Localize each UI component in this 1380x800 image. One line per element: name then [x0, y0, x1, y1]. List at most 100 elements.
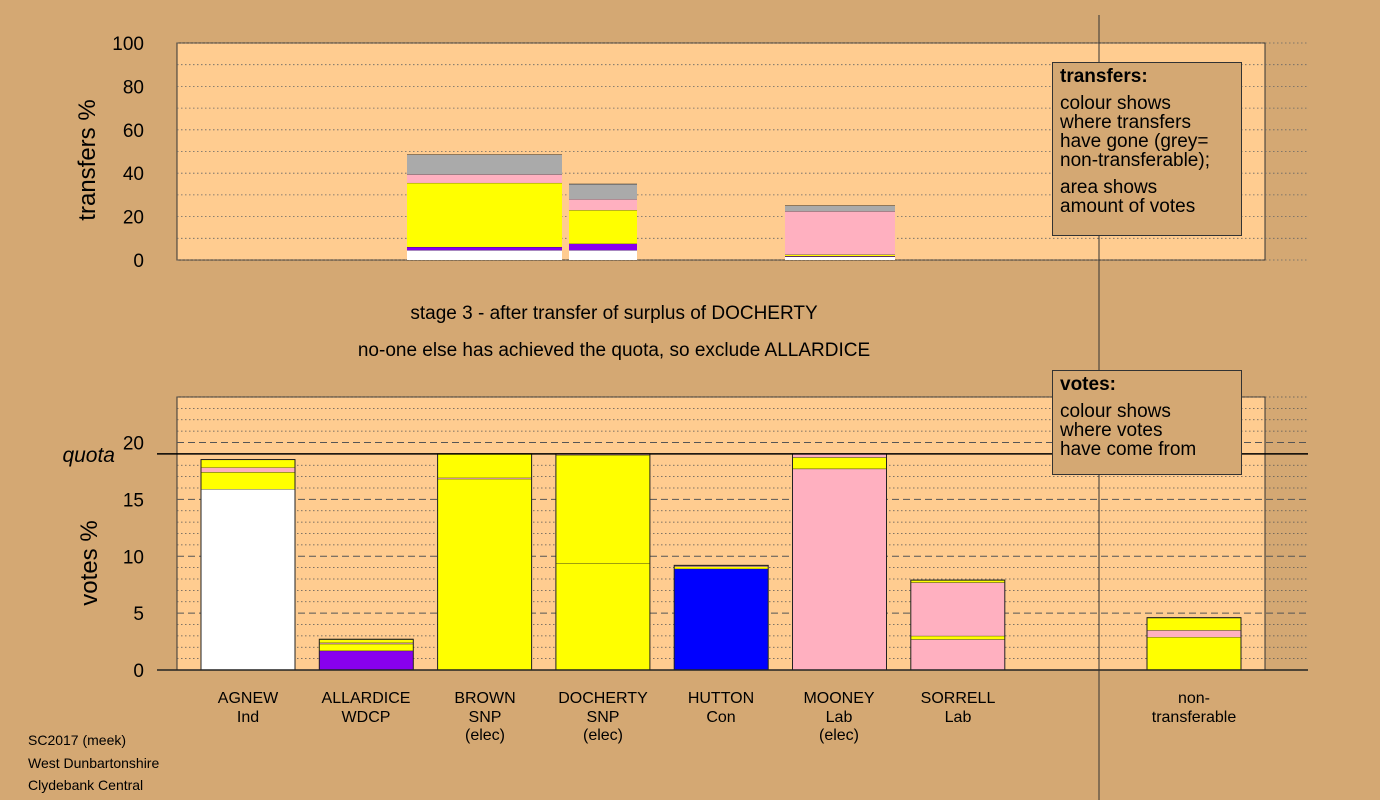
candidate-label-agnew: AGNEW Ind	[183, 690, 313, 727]
transfer-bar-segment	[569, 184, 637, 200]
vote-bar-segment	[910, 635, 1005, 640]
vote-bar-segment	[910, 639, 1005, 670]
legend-transfers-title: transfers:	[1060, 66, 1148, 87]
vote-bar-segment	[437, 453, 532, 478]
candidate-label-docherty: DOCHERTY SNP (elec)	[538, 690, 668, 746]
transfer-bar-segment	[785, 205, 895, 212]
nontransferable-label-line: non-	[1177, 690, 1211, 707]
legend-line: have gone (grey=	[1060, 131, 1209, 152]
transfer-bar-segment	[569, 243, 637, 251]
quota-label: quota	[62, 444, 115, 467]
candidate-party: Lab	[825, 708, 853, 726]
vote-bar-segment	[319, 642, 414, 644]
transfer-bar-segment	[785, 254, 895, 257]
y-tick-label: 0	[133, 251, 144, 272]
transfer-bar-segment	[407, 174, 562, 183]
vote-bar-segment	[319, 643, 414, 651]
vote-bar-segment	[437, 478, 532, 670]
candidate-label-allardice: ALLARDICE WDCP	[301, 690, 431, 727]
candidate-name: SORRELL	[920, 690, 996, 707]
nontransferable-label-line: transferable	[1151, 708, 1237, 726]
legend-line: colour shows	[1060, 93, 1171, 114]
legend-transfers-text-1: colour shows where transfers have gone (…	[1060, 94, 1234, 170]
candidate-party: SNP	[468, 708, 502, 726]
y-tick-label: 80	[123, 77, 144, 98]
candidate-party: Ind	[236, 708, 260, 726]
candidate-name: HUTTON	[687, 690, 755, 707]
vote-bar-segment	[910, 582, 1005, 636]
vote-bar-segment	[201, 467, 295, 473]
vote-bar-segment	[792, 457, 887, 469]
vote-bar-segment	[792, 468, 887, 670]
vote-bar-segment	[1147, 617, 1241, 631]
y-tick-label: 60	[123, 121, 144, 142]
transfer-bar-segment	[785, 211, 895, 255]
candidate-party: Lab	[944, 708, 972, 726]
candidate-label-hutton: HUTTON Con	[656, 690, 786, 727]
y-tick-label: 5	[133, 604, 144, 625]
vote-bar-segment	[555, 455, 650, 564]
legend-votes-title: votes:	[1060, 374, 1116, 395]
legend-line: where transfers	[1060, 112, 1191, 133]
vote-bar-segment	[201, 489, 295, 670]
vote-bar-segment	[437, 477, 532, 479]
candidate-label-sorrell: SORRELL Lab	[893, 690, 1023, 727]
legend-votes: votes: colour shows where votes have com…	[1052, 370, 1242, 475]
y-tick-label: 10	[123, 547, 144, 568]
candidate-name: ALLARDICE	[321, 690, 411, 707]
footer-line-2: West Dunbartonshire	[28, 755, 160, 771]
y-tick-label: 20	[123, 434, 144, 455]
vote-bar-segment	[792, 453, 887, 458]
legend-line: non-transferable);	[1060, 150, 1210, 171]
candidate-party: WDCP	[341, 708, 391, 726]
candidate-name: AGNEW	[217, 690, 279, 707]
stage-line-1: stage 3 - after transfer of surplus of D…	[410, 303, 818, 324]
candidate-party: SNP	[586, 708, 620, 726]
transfer-bar-segment	[407, 154, 562, 175]
vote-bar-segment	[555, 563, 650, 670]
y-tick-label: 0	[133, 661, 144, 682]
legend-votes-text: colour shows where votes have come from	[1060, 402, 1234, 459]
candidate-party: Con	[706, 708, 736, 726]
legend-transfers: transfers: colour shows where transfers …	[1052, 62, 1242, 236]
footer-line-1: SC2017 (meek)	[28, 732, 127, 748]
transfer-bar-segment	[785, 256, 895, 257]
vote-bar-segment	[674, 568, 769, 670]
candidate-label-mooney: MOONEY Lab (elec)	[774, 690, 904, 746]
candidate-status: (elec)	[818, 727, 859, 744]
nontransferable-label: non- transferable	[1129, 690, 1259, 727]
transfer-bar-segment	[569, 210, 637, 244]
legend-line: area shows	[1060, 177, 1158, 198]
legend-line: have come from	[1060, 439, 1197, 460]
y-axis-label: votes %	[76, 520, 103, 605]
candidate-label-brown: BROWN SNP (elec)	[420, 690, 550, 746]
footer-line-3: Clydebank Central	[28, 777, 144, 793]
y-tick-label: 20	[123, 208, 144, 229]
stage-line-2: no-one else has achieved the quota, so e…	[357, 340, 871, 361]
legend-line: colour shows	[1060, 401, 1171, 422]
vote-bar-segment	[319, 650, 414, 670]
candidate-status: (elec)	[464, 727, 505, 744]
transfer-bar-segment	[785, 256, 895, 260]
legend-line: amount of votes	[1060, 196, 1196, 217]
vote-bar-segment	[1147, 637, 1241, 670]
candidate-name: MOONEY	[803, 690, 875, 707]
vote-bar-segment	[201, 472, 295, 490]
legend-line: where votes	[1060, 420, 1163, 441]
y-tick-label: 40	[123, 164, 144, 185]
vote-bar-segment	[674, 566, 769, 569]
legend-transfers-text-2: area shows amount of votes	[1060, 178, 1234, 216]
vote-bar-segment	[674, 565, 769, 567]
y-tick-label: 100	[112, 34, 144, 55]
y-tick-label: 15	[123, 490, 144, 511]
transfer-bar-segment	[569, 199, 637, 211]
transfer-bar-segment	[569, 250, 637, 260]
candidate-status: (elec)	[582, 727, 623, 744]
vote-bar-segment	[910, 580, 1005, 583]
transfer-bar-segment	[407, 182, 562, 247]
y-axis-label: transfers %	[74, 99, 101, 220]
vote-bar-segment	[201, 459, 295, 468]
transfer-bar-segment	[407, 250, 562, 260]
